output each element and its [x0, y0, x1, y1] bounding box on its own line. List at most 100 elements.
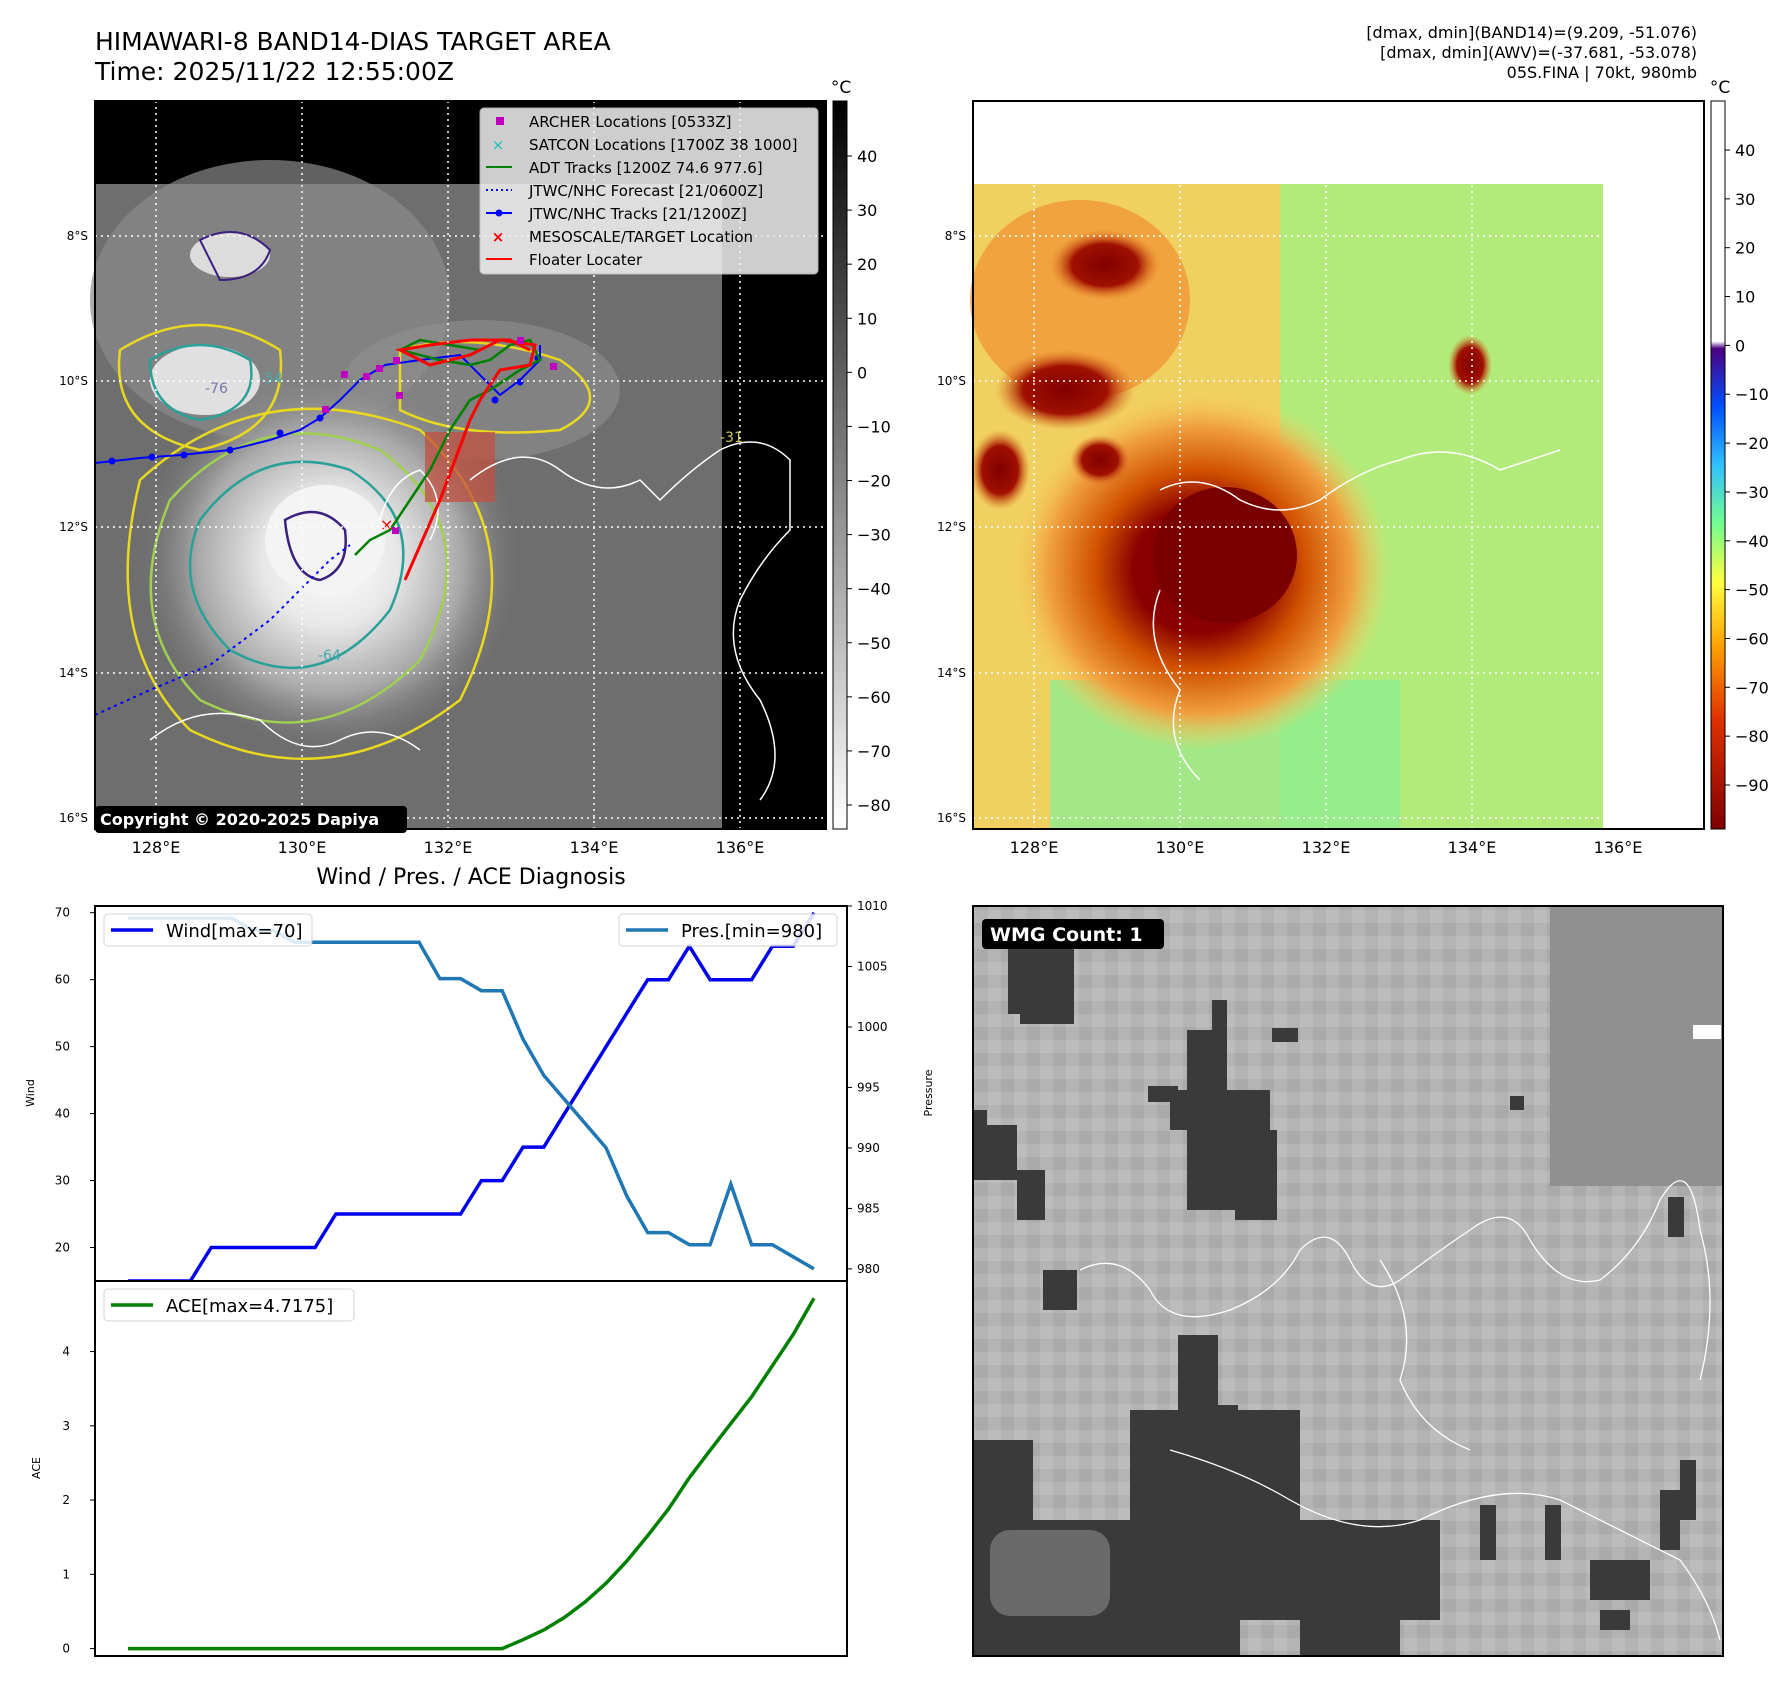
legend-satcon-swatch: × [492, 136, 505, 154]
ir-colorbar-tick-label: −40 [857, 580, 891, 599]
pressure-tick-label: 985 [857, 1201, 880, 1215]
awv-cold-cloud [1050, 230, 1160, 300]
wind-tick-label: 60 [55, 973, 70, 987]
info-awv: [dmax, dmin](AWV)=(-37.681, -53.078) [1380, 43, 1697, 62]
wmg-warm-region [1550, 906, 1723, 1186]
ir-colorbar-tick-label: −50 [857, 634, 891, 653]
lat-label: 8°S [67, 229, 88, 243]
lon-label: 132°E [1302, 838, 1351, 857]
awv-map-frame [972, 100, 1705, 830]
awv-colorbar-unit: °C [1710, 78, 1730, 98]
lat-label: 12°S [59, 520, 88, 534]
coastline [1379, 1259, 1471, 1451]
ir-colorbar-tick-label: 0 [857, 363, 867, 382]
wind-legend-label: Wind[max=70] [166, 921, 303, 942]
awv-map-panel: 8°S 10°S 12°S 14°S 16°S 128°E 130°E 132°… [937, 100, 1705, 857]
legend-mesoscale-label: MESOSCALE/TARGET Location [529, 228, 753, 246]
awv-gridlines [973, 101, 1704, 829]
wmg-count-badge [982, 919, 1164, 949]
info-storm: 05S.FINA | 70kt, 980mb [1507, 63, 1697, 82]
wind-ylabel: Wind [24, 1079, 37, 1107]
pressure-tick-label: 990 [857, 1141, 880, 1155]
pressure-ylabel: Pressure [922, 1069, 935, 1116]
awv-colorbar-tick-label: −20 [1735, 434, 1769, 453]
awv-eye-cloud [1153, 487, 1297, 623]
diagnosis-title: Wind / Pres. / ACE Diagnosis [316, 865, 625, 890]
awv-colorbar-tick-label: −60 [1735, 629, 1769, 648]
awv-colorbar-tick-label: 10 [1735, 288, 1755, 307]
ace-ylabel: ACE [30, 1457, 43, 1479]
lon-label: 132°E [424, 838, 473, 857]
wmg-mid-region [990, 1530, 1110, 1616]
ir-colorbar-tick-label: −80 [857, 796, 891, 815]
awv-colorbar-tick-label: 20 [1735, 239, 1755, 258]
wind-tick-label: 50 [55, 1040, 70, 1054]
ir-cloud-cell [190, 233, 270, 277]
ir-map-frame [94, 100, 827, 830]
ir-colorbar-ticks: 40 30 20 10 0 −10 −20 −30 −40 −50 −60 −70 −80 [847, 147, 891, 815]
figure-time: Time: 2025/11/22 12:55:00Z [94, 57, 454, 86]
legend-forecast-label: JTWC/NHC Forecast [21/0600Z] [528, 182, 763, 200]
ir-lon-labels: 128°E 130°E 132°E 134°E 136°E [132, 838, 765, 857]
contour-label: -31 [720, 430, 743, 446]
ir-contour [398, 340, 592, 434]
awv-colorbar-tick-label: −10 [1735, 385, 1769, 404]
coastline [1159, 449, 1561, 511]
awv-colorbar-tick-label: −70 [1735, 678, 1769, 697]
legend-mesoscale-swatch: × [492, 228, 505, 246]
wind-series-line [128, 911, 816, 1283]
awv-lat-labels: 8°S 10°S 12°S 14°S 16°S [937, 229, 966, 825]
awv-colorbar-gradient [1710, 100, 1726, 830]
ace-chart: 0 1 2 3 4 ACE ACE[max=4.7175] [30, 1280, 848, 1657]
lon-label: 136°E [1594, 838, 1643, 857]
ir-colorbar-tick-label: −60 [857, 688, 891, 707]
lat-label: 16°S [937, 811, 966, 825]
ir-colorbar-tick-label: 40 [857, 147, 877, 166]
wind-tick-label: 40 [55, 1107, 70, 1121]
ir-contour [117, 323, 283, 452]
wind-pressure-chart: 20 30 40 50 60 70 980 985 990 995 1000 1005 1010 Wi… [24, 899, 935, 1283]
awv-colorbar-tick-label: −50 [1735, 581, 1769, 600]
awv-cold-cloud [995, 350, 1135, 430]
lat-label: 10°S [59, 374, 88, 388]
lat-label: 16°S [59, 811, 88, 825]
lon-label: 128°E [132, 838, 181, 857]
awv-cold-cloud [1448, 335, 1492, 395]
ace-axis-ticks: 0 1 2 3 4 [62, 1345, 95, 1656]
awv-colorbar-tick-label: −30 [1735, 483, 1769, 502]
ace-tick-label: 4 [62, 1345, 70, 1359]
ir-legend: × × ARCHER Locations [0533Z] SATCON Loca… [479, 107, 819, 275]
awv-colorbar: °C 40 30 20 10 0 −10 −20 −30 −40 −50 −60 −70 −80 −90 [1710, 78, 1769, 830]
legend-satcon-label: SATCON Locations [1700Z 38 1000] [529, 136, 797, 154]
archer-locations [322, 337, 557, 534]
ir-colorbar-tick-label: −30 [857, 526, 891, 545]
ir-contour [198, 231, 272, 282]
ir-colorbar: °C 40 30 20 10 0 −10 −20 −30 −40 −50 −60 −70 −80 [831, 78, 891, 830]
awv-cold-cloud [1070, 435, 1130, 485]
legend-archer-label: ARCHER Locations [0533Z] [529, 113, 732, 131]
coastline [379, 469, 439, 541]
awv-lon-labels: 128°E 130°E 132°E 134°E 136°E [1010, 838, 1643, 857]
floater-locater-track [395, 338, 537, 581]
awv-colorbar-tick-label: −90 [1735, 776, 1769, 795]
legend-floater-label: Floater Locater [529, 251, 643, 269]
awv-colorbar-tick-label: −40 [1735, 532, 1769, 551]
ir-cloud-cell [150, 345, 260, 415]
awv-colorbar-tick-label: 30 [1735, 190, 1755, 209]
wmg-panel: WMG Count: 1 [972, 905, 1724, 1657]
pressure-tick-label: 1000 [857, 1020, 888, 1034]
legend-tracks-marker [495, 209, 503, 217]
pressure-legend-box [618, 913, 838, 947]
wind-tick-label: 20 [55, 1241, 70, 1255]
wind-tick-label: 70 [55, 906, 70, 920]
ir-colorbar-tick-label: −10 [857, 417, 891, 436]
lon-label: 134°E [570, 838, 619, 857]
contour-label: -64 [318, 648, 341, 664]
lon-label: 130°E [278, 838, 327, 857]
ir-colorbar-unit: °C [831, 78, 851, 98]
ir-colorbar-gradient [832, 100, 848, 830]
pressure-legend-label: Pres.[min=980] [681, 921, 822, 942]
wind-legend: Wind[max=70] [103, 913, 313, 947]
legend-tracks-label: JTWC/NHC Tracks [21/1200Z] [528, 205, 747, 223]
